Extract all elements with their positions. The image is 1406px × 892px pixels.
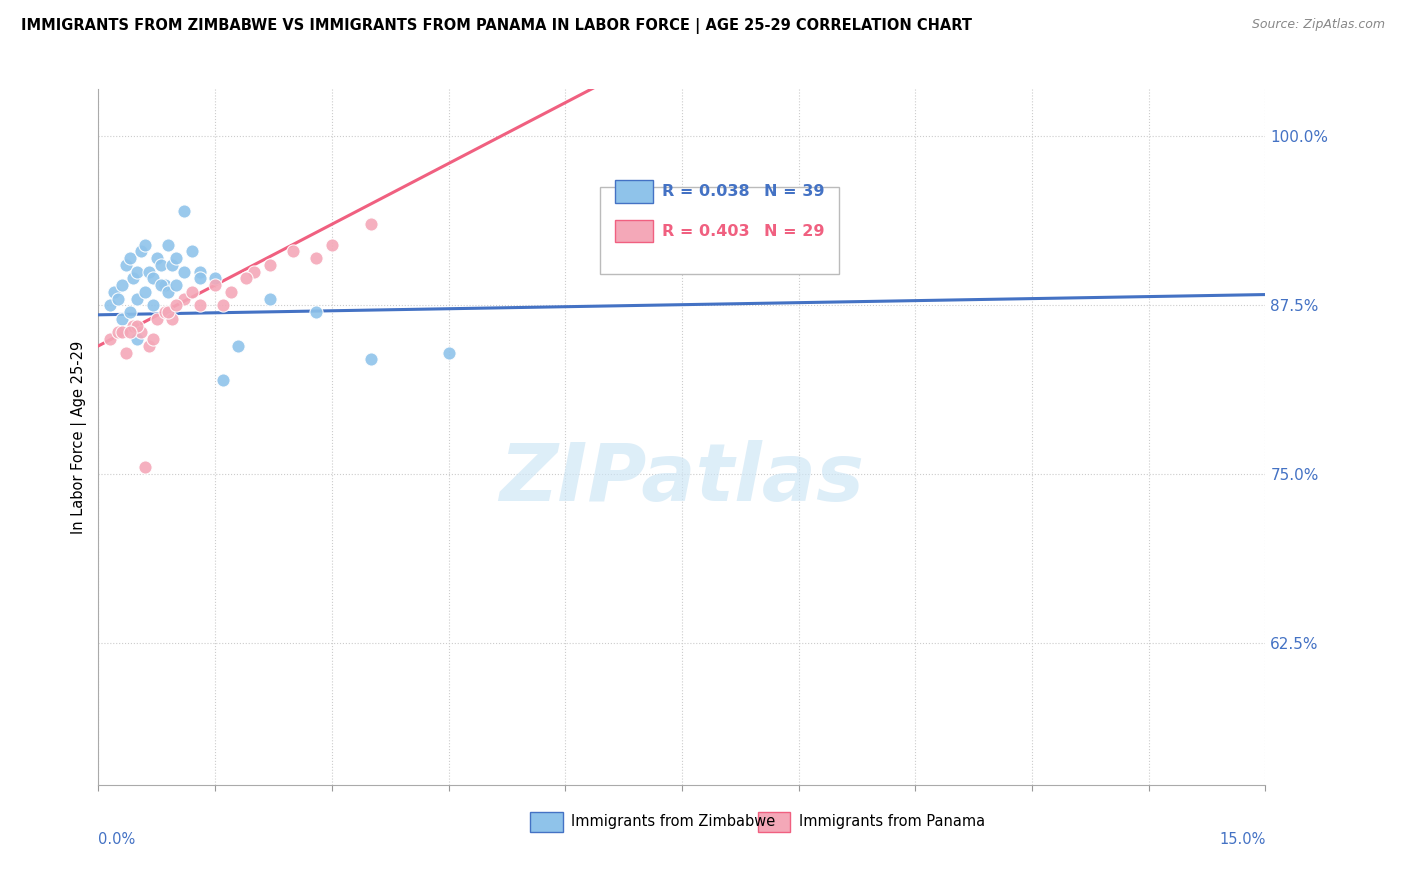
Point bbox=[138, 264, 160, 278]
Point bbox=[138, 339, 160, 353]
Point bbox=[228, 339, 250, 353]
Point bbox=[111, 278, 134, 293]
Point bbox=[305, 305, 328, 319]
Point bbox=[129, 326, 152, 340]
Point bbox=[360, 352, 382, 367]
Text: ZIPatlas: ZIPatlas bbox=[499, 440, 865, 518]
Text: N = 39: N = 39 bbox=[763, 184, 824, 199]
Point bbox=[173, 292, 195, 306]
Point bbox=[153, 278, 176, 293]
Bar bbox=[530, 812, 562, 831]
Point bbox=[134, 460, 156, 475]
Point bbox=[281, 244, 304, 259]
Point bbox=[173, 203, 195, 218]
Text: N = 29: N = 29 bbox=[763, 224, 824, 239]
Text: R = 0.403: R = 0.403 bbox=[662, 224, 749, 239]
Text: 0.0%: 0.0% bbox=[98, 832, 135, 847]
Point bbox=[149, 278, 172, 293]
Point bbox=[111, 326, 134, 340]
Point bbox=[235, 271, 257, 285]
Point bbox=[111, 311, 134, 326]
Text: 15.0%: 15.0% bbox=[1219, 832, 1265, 847]
Point bbox=[107, 292, 129, 306]
Text: Immigrants from Zimbabwe: Immigrants from Zimbabwe bbox=[571, 814, 775, 830]
Point bbox=[122, 271, 145, 285]
Point bbox=[180, 285, 202, 299]
Point bbox=[165, 298, 187, 312]
Point bbox=[142, 271, 165, 285]
Point bbox=[259, 292, 281, 306]
Bar bbox=[616, 180, 652, 202]
Point bbox=[321, 237, 343, 252]
Point bbox=[219, 285, 242, 299]
Point bbox=[165, 278, 187, 293]
Text: Immigrants from Panama: Immigrants from Panama bbox=[799, 814, 984, 830]
Point bbox=[114, 345, 136, 359]
Point bbox=[188, 298, 211, 312]
Bar bbox=[758, 812, 790, 831]
Point bbox=[212, 298, 235, 312]
Point bbox=[103, 285, 125, 299]
Point bbox=[129, 244, 152, 259]
Point bbox=[134, 237, 156, 252]
Point bbox=[118, 326, 141, 340]
Point bbox=[127, 292, 149, 306]
Point bbox=[118, 251, 141, 265]
Text: R = 0.038: R = 0.038 bbox=[662, 184, 749, 199]
Point bbox=[153, 305, 176, 319]
Point bbox=[173, 264, 195, 278]
Point bbox=[162, 258, 184, 272]
Point bbox=[437, 345, 460, 359]
Text: Source: ZipAtlas.com: Source: ZipAtlas.com bbox=[1251, 18, 1385, 31]
Point bbox=[188, 271, 211, 285]
Point bbox=[118, 305, 141, 319]
Point bbox=[305, 251, 328, 265]
FancyBboxPatch shape bbox=[600, 186, 839, 274]
Point bbox=[149, 258, 172, 272]
Point bbox=[157, 285, 180, 299]
Point bbox=[142, 332, 165, 346]
Point bbox=[165, 251, 187, 265]
Point bbox=[127, 332, 149, 346]
Point bbox=[142, 298, 165, 312]
Point bbox=[360, 217, 382, 231]
Point bbox=[114, 258, 136, 272]
Point bbox=[188, 264, 211, 278]
Point bbox=[157, 237, 180, 252]
Point bbox=[157, 305, 180, 319]
Point bbox=[146, 311, 169, 326]
Point bbox=[204, 278, 226, 293]
Point bbox=[107, 326, 129, 340]
Point bbox=[127, 318, 149, 333]
Point bbox=[180, 244, 202, 259]
Point bbox=[243, 264, 266, 278]
Point bbox=[212, 373, 235, 387]
Point bbox=[122, 318, 145, 333]
Point bbox=[204, 271, 226, 285]
Point bbox=[98, 298, 121, 312]
Point bbox=[98, 332, 121, 346]
Y-axis label: In Labor Force | Age 25-29: In Labor Force | Age 25-29 bbox=[72, 341, 87, 533]
Point bbox=[146, 251, 169, 265]
Point bbox=[162, 311, 184, 326]
Bar bbox=[616, 220, 652, 243]
Point bbox=[127, 264, 149, 278]
Point bbox=[259, 258, 281, 272]
Point bbox=[134, 285, 156, 299]
Text: IMMIGRANTS FROM ZIMBABWE VS IMMIGRANTS FROM PANAMA IN LABOR FORCE | AGE 25-29 CO: IMMIGRANTS FROM ZIMBABWE VS IMMIGRANTS F… bbox=[21, 18, 972, 34]
